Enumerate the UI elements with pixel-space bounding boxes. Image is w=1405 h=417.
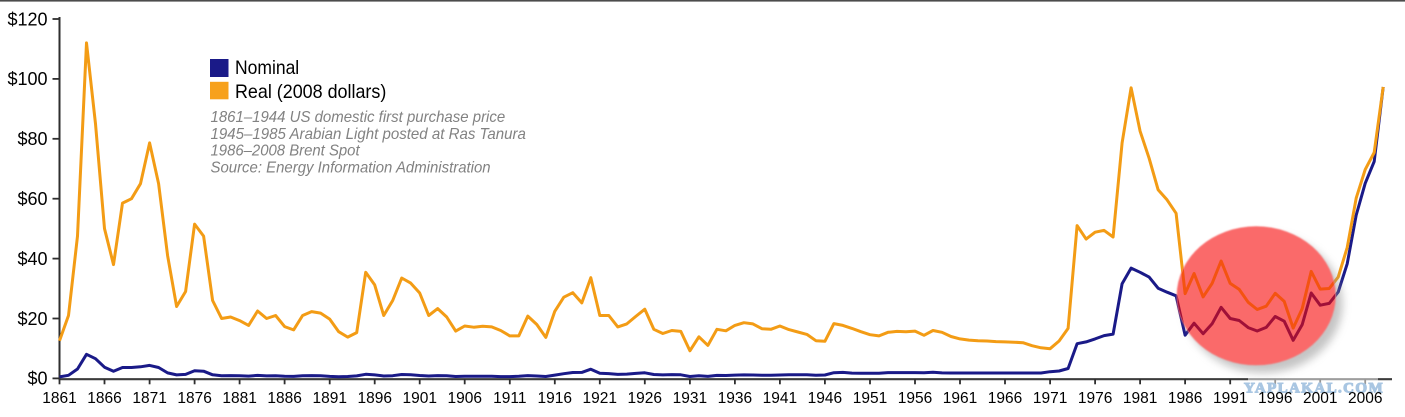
svg-text:1966: 1966	[988, 390, 1022, 407]
svg-text:$20: $20	[17, 309, 47, 329]
svg-text:2001: 2001	[1303, 390, 1337, 407]
svg-text:2006: 2006	[1348, 390, 1382, 407]
svg-text:$120: $120	[7, 9, 47, 29]
svg-text:1906: 1906	[447, 390, 481, 407]
svg-text:1996: 1996	[1258, 390, 1292, 407]
svg-text:1911: 1911	[493, 390, 526, 407]
svg-text:$40: $40	[17, 249, 47, 269]
svg-text:1926: 1926	[628, 390, 662, 407]
svg-text:1956: 1956	[898, 390, 932, 407]
svg-text:YAPLAKAL.COM: YAPLAKAL.COM	[1244, 381, 1384, 397]
svg-text:1896: 1896	[357, 390, 391, 407]
svg-text:1901: 1901	[402, 390, 436, 407]
svg-text:1961: 1961	[943, 390, 977, 407]
svg-text:1946: 1946	[808, 390, 842, 407]
svg-text:1861–1944 US domestic first pu: 1861–1944 US domestic first purchase pri…	[211, 109, 506, 126]
svg-text:1921: 1921	[583, 390, 617, 407]
svg-text:1886: 1886	[267, 390, 301, 407]
svg-text:1951: 1951	[853, 390, 887, 407]
svg-text:1871: 1871	[132, 390, 166, 407]
svg-text:1945–1985 Arabian Light posted: 1945–1985 Arabian Light posted at Ras Ta…	[211, 126, 527, 143]
svg-text:Real (2008 dollars): Real (2008 dollars)	[235, 81, 386, 103]
svg-text:$0: $0	[27, 369, 47, 389]
svg-text:1861: 1861	[42, 390, 76, 407]
svg-text:1941: 1941	[763, 390, 797, 407]
svg-text:$60: $60	[17, 189, 47, 209]
svg-text:1986: 1986	[1168, 390, 1202, 407]
svg-text:1876: 1876	[177, 390, 211, 407]
svg-text:1991: 1991	[1213, 390, 1247, 407]
svg-text:1916: 1916	[538, 390, 572, 407]
svg-text:1891: 1891	[312, 390, 346, 407]
svg-text:1986–2008 Brent Spot: 1986–2008 Brent Spot	[211, 143, 361, 160]
svg-text:1881: 1881	[222, 390, 256, 407]
svg-text:Source: Energy Information Adm: Source: Energy Information Administratio…	[211, 160, 491, 177]
svg-text:1936: 1936	[718, 390, 752, 407]
svg-text:1971: 1971	[1033, 390, 1067, 407]
svg-text:1981: 1981	[1123, 390, 1157, 407]
svg-text:$100: $100	[7, 69, 47, 89]
svg-text:1976: 1976	[1078, 390, 1112, 407]
svg-text:1866: 1866	[87, 390, 121, 407]
svg-text:1931: 1931	[673, 390, 707, 407]
svg-text:$80: $80	[17, 129, 47, 149]
svg-text:Nominal: Nominal	[235, 57, 299, 79]
